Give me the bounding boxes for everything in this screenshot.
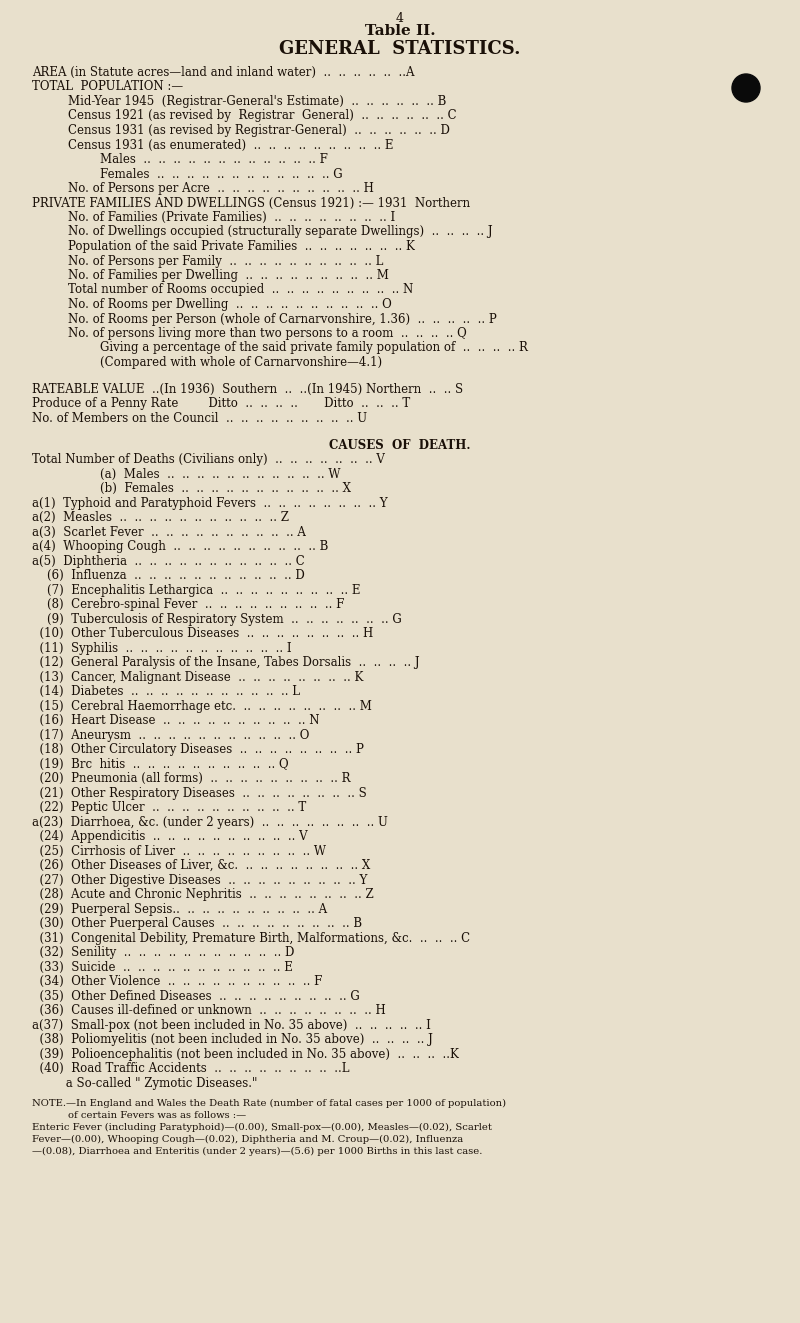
Text: Population of the said Private Families  ..  ..  ..  ..  ..  ..  .. K: Population of the said Private Families … [68,239,415,253]
Text: No. of Families per Dwelling  ..  ..  ..  ..  ..  ..  ..  ..  .. M: No. of Families per Dwelling .. .. .. ..… [68,269,389,282]
Text: (40)  Road Traffic Accidents  ..  ..  ..  ..  ..  ..  ..  ..  ..L: (40) Road Traffic Accidents .. .. .. .. … [32,1062,350,1076]
Text: (35)  Other Defined Diseases  ..  ..  ..  ..  ..  ..  ..  ..  .. G: (35) Other Defined Diseases .. .. .. .. … [32,990,360,1003]
Text: (25)  Cirrhosis of Liver  ..  ..  ..  ..  ..  ..  ..  ..  .. W: (25) Cirrhosis of Liver .. .. .. .. .. .… [32,844,326,857]
Text: No. of Persons per Acre  ..  ..  ..  ..  ..  ..  ..  ..  ..  .. H: No. of Persons per Acre .. .. .. .. .. .… [68,183,374,194]
Text: GENERAL  STATISTICS.: GENERAL STATISTICS. [279,40,521,58]
Text: No. of Dwellings occupied (structurally separate Dwellings)  ..  ..  ..  .. J: No. of Dwellings occupied (structurally … [68,225,493,238]
Text: Census 1931 (as revised by Registrar-General)  ..  ..  ..  ..  ..  .. D: Census 1931 (as revised by Registrar-Gen… [68,124,450,138]
Text: (28)  Acute and Chronic Nephritis  ..  ..  ..  ..  ..  ..  ..  .. Z: (28) Acute and Chronic Nephritis .. .. .… [32,888,374,901]
Text: —(0.08), Diarrhoea and Enteritis (under 2 years)—(5.6) per 1000 Births in this l: —(0.08), Diarrhoea and Enteritis (under … [32,1147,482,1156]
Text: (7)  Encephalitis Lethargica  ..  ..  ..  ..  ..  ..  ..  ..  .. E: (7) Encephalitis Lethargica .. .. .. .. … [32,583,361,597]
Text: a(5)  Diphtheria  ..  ..  ..  ..  ..  ..  ..  ..  ..  ..  .. C: a(5) Diphtheria .. .. .. .. .. .. .. .. … [32,554,305,568]
Text: (26)  Other Diseases of Liver, &c.  ..  ..  ..  ..  ..  ..  ..  .. X: (26) Other Diseases of Liver, &c. .. .. … [32,859,370,872]
Text: (30)  Other Puerperal Causes  ..  ..  ..  ..  ..  ..  ..  ..  .. B: (30) Other Puerperal Causes .. .. .. .. … [32,917,362,930]
Text: (16)  Heart Disease  ..  ..  ..  ..  ..  ..  ..  ..  ..  .. N: (16) Heart Disease .. .. .. .. .. .. .. … [32,714,319,728]
Text: (11)  Syphilis  ..  ..  ..  ..  ..  ..  ..  ..  ..  ..  .. I: (11) Syphilis .. .. .. .. .. .. .. .. ..… [32,642,292,655]
Text: a(3)  Scarlet Fever  ..  ..  ..  ..  ..  ..  ..  ..  ..  .. A: a(3) Scarlet Fever .. .. .. .. .. .. .. … [32,525,306,538]
Text: (6)  Influenza  ..  ..  ..  ..  ..  ..  ..  ..  ..  ..  .. D: (6) Influenza .. .. .. .. .. .. .. .. ..… [32,569,305,582]
Text: (14)  Diabetes  ..  ..  ..  ..  ..  ..  ..  ..  ..  ..  .. L: (14) Diabetes .. .. .. .. .. .. .. .. ..… [32,685,300,699]
Text: CAUSES  OF  DEATH.: CAUSES OF DEATH. [330,439,470,451]
Text: NOTE.—In England and Wales the Death Rate (number of fatal cases per 1000 of pop: NOTE.—In England and Wales the Death Rat… [32,1099,506,1109]
Circle shape [732,74,760,102]
Text: Table II.: Table II. [365,24,435,38]
Text: (29)  Puerperal Sepsis..  ..  ..  ..  ..  ..  ..  ..  ..  .. A: (29) Puerperal Sepsis.. .. .. .. .. .. .… [32,902,327,916]
Text: No. of Members on the Council  ..  ..  ..  ..  ..  ..  ..  ..  .. U: No. of Members on the Council .. .. .. .… [32,411,367,425]
Text: (39)  Polioencephalitis (not been included in No. 35 above)  ..  ..  ..  ..K: (39) Polioencephalitis (not been include… [32,1048,459,1061]
Text: (20)  Pneumonia (all forms)  ..  ..  ..  ..  ..  ..  ..  ..  .. R: (20) Pneumonia (all forms) .. .. .. .. .… [32,773,350,785]
Text: PRIVATE FAMILIES AND DWELLINGS (Census 1921) :— 1931  Northern: PRIVATE FAMILIES AND DWELLINGS (Census 1… [32,197,470,209]
Text: Census 1921 (as revised by  Registrar  General)  ..  ..  ..  ..  ..  .. C: Census 1921 (as revised by Registrar Gen… [68,110,457,123]
Text: a(1)  Typhoid and Paratyphoid Fevers  ..  ..  ..  ..  ..  ..  ..  .. Y: a(1) Typhoid and Paratyphoid Fevers .. .… [32,496,388,509]
Text: No. of Persons per Family  ..  ..  ..  ..  ..  ..  ..  ..  ..  .. L: No. of Persons per Family .. .. .. .. ..… [68,254,383,267]
Text: (33)  Suicide  ..  ..  ..  ..  ..  ..  ..  ..  ..  ..  .. E: (33) Suicide .. .. .. .. .. .. .. .. .. … [32,960,293,974]
Text: a So-called " Zymotic Diseases.": a So-called " Zymotic Diseases." [32,1077,258,1090]
Text: No. of Families (Private Families)  ..  ..  ..  ..  ..  ..  ..  .. I: No. of Families (Private Families) .. ..… [68,210,395,224]
Text: (24)  Appendicitis  ..  ..  ..  ..  ..  ..  ..  ..  ..  .. V: (24) Appendicitis .. .. .. .. .. .. .. .… [32,830,308,843]
Text: a(23)  Diarrhoea, &c. (under 2 years)  ..  ..  ..  ..  ..  ..  ..  .. U: a(23) Diarrhoea, &c. (under 2 years) .. … [32,816,388,828]
Text: 4: 4 [396,12,404,25]
Text: No. of persons living more than two persons to a room  ..  ..  ..  .. Q: No. of persons living more than two pers… [68,327,466,340]
Text: Giving a percentage of the said private family population of  ..  ..  ..  .. R: Giving a percentage of the said private … [100,341,528,355]
Text: Produce of a Penny Rate        Ditto  ..  ..  ..  ..       Ditto  ..  ..  .. T: Produce of a Penny Rate Ditto .. .. .. .… [32,397,410,410]
Text: Enteric Fever (including Paratyphoid)—(0.00), Small-pox—(0.00), Measles—(0.02), : Enteric Fever (including Paratyphoid)—(0… [32,1123,492,1132]
Text: (8)  Cerebro-spinal Fever  ..  ..  ..  ..  ..  ..  ..  ..  .. F: (8) Cerebro-spinal Fever .. .. .. .. .. … [32,598,344,611]
Text: (19)  Brc  hitis  ..  ..  ..  ..  ..  ..  ..  ..  ..  .. Q: (19) Brc hitis .. .. .. .. .. .. .. .. .… [32,758,289,771]
Text: No. of Rooms per Dwelling  ..  ..  ..  ..  ..  ..  ..  ..  ..  .. O: No. of Rooms per Dwelling .. .. .. .. ..… [68,298,392,311]
Text: (27)  Other Digestive Diseases  ..  ..  ..  ..  ..  ..  ..  ..  .. Y: (27) Other Digestive Diseases .. .. .. .… [32,873,367,886]
Text: Census 1931 (as enumerated)  ..  ..  ..  ..  ..  ..  ..  ..  .. E: Census 1931 (as enumerated) .. .. .. .. … [68,139,394,152]
Text: (36)  Causes ill-defined or unknown  ..  ..  ..  ..  ..  ..  ..  .. H: (36) Causes ill-defined or unknown .. ..… [32,1004,386,1017]
Text: (15)  Cerebral Haemorrhage etc.  ..  ..  ..  ..  ..  ..  ..  .. M: (15) Cerebral Haemorrhage etc. .. .. .. … [32,700,372,713]
Text: (a)  Males  ..  ..  ..  ..  ..  ..  ..  ..  ..  ..  .. W: (a) Males .. .. .. .. .. .. .. .. .. .. … [100,467,341,480]
Text: (21)  Other Respiratory Diseases  ..  ..  ..  ..  ..  ..  ..  .. S: (21) Other Respiratory Diseases .. .. ..… [32,787,366,799]
Text: No. of Rooms per Person (whole of Carnarvonshire, 1.36)  ..  ..  ..  ..  .. P: No. of Rooms per Person (whole of Carnar… [68,312,497,325]
Text: Fever—(0.00), Whooping Cough—(0.02), Diphtheria and M. Croup—(0.02), Influenza: Fever—(0.00), Whooping Cough—(0.02), Dip… [32,1135,463,1144]
Text: (31)  Congenital Debility, Premature Birth, Malformations, &c.  ..  ..  .. C: (31) Congenital Debility, Premature Birt… [32,931,470,945]
Text: (18)  Other Circulatory Diseases  ..  ..  ..  ..  ..  ..  ..  .. P: (18) Other Circulatory Diseases .. .. ..… [32,744,364,757]
Text: (b)  Females  ..  ..  ..  ..  ..  ..  ..  ..  ..  ..  .. X: (b) Females .. .. .. .. .. .. .. .. .. .… [100,482,351,495]
Text: (38)  Poliomyelitis (not been included in No. 35 above)  ..  ..  ..  .. J: (38) Poliomyelitis (not been included in… [32,1033,433,1046]
Text: a(2)  Measles  ..  ..  ..  ..  ..  ..  ..  ..  ..  ..  .. Z: a(2) Measles .. .. .. .. .. .. .. .. .. … [32,511,289,524]
Text: (Compared with whole of Carnarvonshire—4.1): (Compared with whole of Carnarvonshire—4… [100,356,382,369]
Text: (22)  Peptic Ulcer  ..  ..  ..  ..  ..  ..  ..  ..  ..  .. T: (22) Peptic Ulcer .. .. .. .. .. .. .. .… [32,802,306,814]
Text: (9)  Tuberculosis of Respiratory System  ..  ..  ..  ..  ..  ..  .. G: (9) Tuberculosis of Respiratory System .… [32,613,402,626]
Text: Total number of Rooms occupied  ..  ..  ..  ..  ..  ..  ..  ..  .. N: Total number of Rooms occupied .. .. .. … [68,283,414,296]
Text: (10)  Other Tuberculous Diseases  ..  ..  ..  ..  ..  ..  ..  .. H: (10) Other Tuberculous Diseases .. .. ..… [32,627,374,640]
Text: AREA (in Statute acres—land and inland water)  ..  ..  ..  ..  ..  ..A: AREA (in Statute acres—land and inland w… [32,66,414,79]
Text: (34)  Other Violence  ..  ..  ..  ..  ..  ..  ..  ..  ..  .. F: (34) Other Violence .. .. .. .. .. .. ..… [32,975,322,988]
Text: TOTAL  POPULATION :—: TOTAL POPULATION :— [32,81,183,94]
Text: of certain Fevers was as follows :—: of certain Fevers was as follows :— [68,1111,246,1121]
Text: Mid-Year 1945  (Registrar-General's Estimate)  ..  ..  ..  ..  ..  .. B: Mid-Year 1945 (Registrar-General's Estim… [68,95,446,108]
Text: a(4)  Whooping Cough  ..  ..  ..  ..  ..  ..  ..  ..  ..  .. B: a(4) Whooping Cough .. .. .. .. .. .. ..… [32,540,328,553]
Text: (12)  General Paralysis of the Insane, Tabes Dorsalis  ..  ..  ..  .. J: (12) General Paralysis of the Insane, Ta… [32,656,420,669]
Text: RATEABLE VALUE  ..(In 1936)  Southern  ..  ..(In 1945) Northern  ..  .. S: RATEABLE VALUE ..(In 1936) Southern .. .… [32,382,463,396]
Text: Females  ..  ..  ..  ..  ..  ..  ..  ..  ..  ..  ..  .. G: Females .. .. .. .. .. .. .. .. .. .. ..… [100,168,342,180]
Text: Total Number of Deaths (Civilians only)  ..  ..  ..  ..  ..  ..  .. V: Total Number of Deaths (Civilians only) … [32,454,385,466]
Text: (13)  Cancer, Malignant Disease  ..  ..  ..  ..  ..  ..  ..  .. K: (13) Cancer, Malignant Disease .. .. .. … [32,671,363,684]
Text: Males  ..  ..  ..  ..  ..  ..  ..  ..  ..  ..  ..  .. F: Males .. .. .. .. .. .. .. .. .. .. .. .… [100,153,328,165]
Text: (32)  Senility  ..  ..  ..  ..  ..  ..  ..  ..  ..  ..  .. D: (32) Senility .. .. .. .. .. .. .. .. ..… [32,946,294,959]
Text: a(37)  Small-pox (not been included in No. 35 above)  ..  ..  ..  ..  .. I: a(37) Small-pox (not been included in No… [32,1019,431,1032]
Text: (17)  Aneurysm  ..  ..  ..  ..  ..  ..  ..  ..  ..  ..  .. O: (17) Aneurysm .. .. .. .. .. .. .. .. ..… [32,729,310,742]
